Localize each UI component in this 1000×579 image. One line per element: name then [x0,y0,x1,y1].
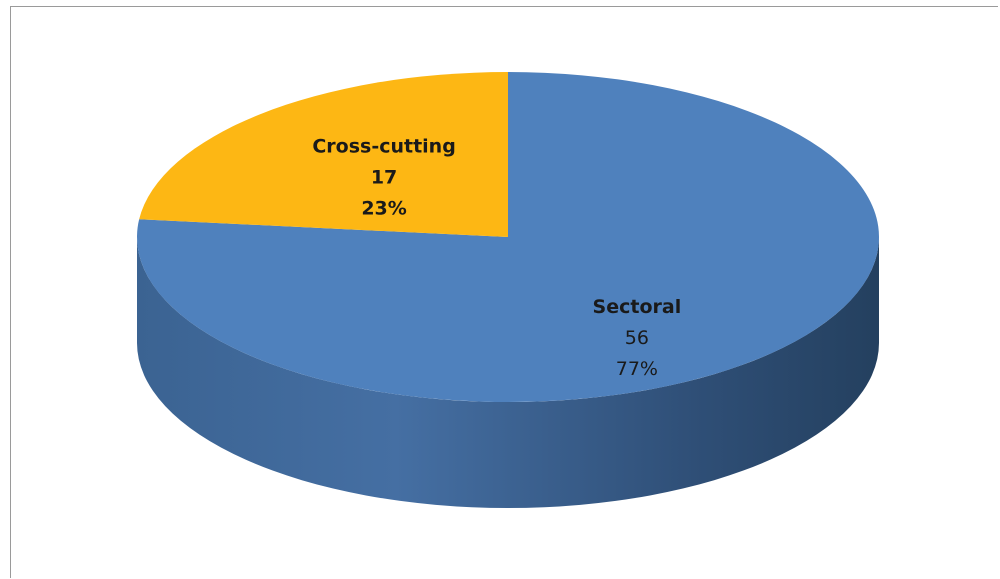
slice-label-value-cross-cutting: 17 [371,167,397,189]
slice-label-value-sectoral: 56 [625,327,649,349]
pie-top-layer [137,72,880,402]
slice-label-name-cross-cutting: Cross-cutting [312,136,455,158]
slice-label-percent-cross-cutting: 23% [361,198,406,220]
slice-sectoral [137,72,880,402]
pie-side-layer [137,237,879,508]
slice-side-sectoral [137,237,879,508]
slice-label-name-sectoral: Sectoral [593,296,682,318]
slice-label-percent-sectoral: 77% [616,358,658,380]
pie-label-layer: Sectoral 56 77% Cross-cutting 17 23% [312,136,681,380]
slice-cross-cutting [139,72,508,237]
